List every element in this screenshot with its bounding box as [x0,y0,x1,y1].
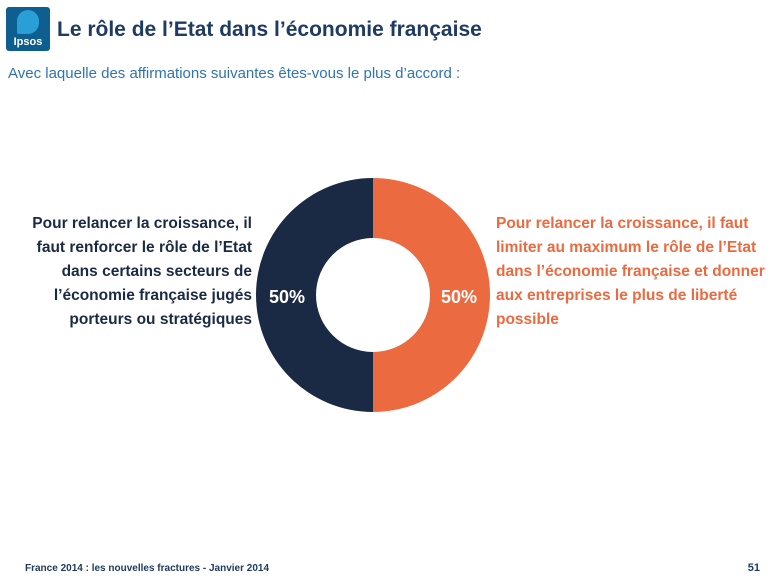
slice-label-left: Pour relancer la croissance, il faut ren… [32,215,252,328]
ipsos-logo: Ipsos [6,7,50,51]
value-label-right: 50% [441,287,477,307]
logo-icon [17,10,39,34]
donut-slice-right [373,178,490,412]
logo-text: Ipsos [13,36,43,48]
donut-slice-left [256,178,373,412]
page-title: Le rôle de l’Etat dans l’économie frança… [57,18,482,41]
question-subtitle: Avec laquelle des affirmations suivantes… [8,65,461,82]
value-label-left: 50% [269,287,305,307]
page-number: 51 [747,562,760,574]
footer-source: France 2014 : les nouvelles fractures - … [25,563,270,574]
slice-label-right: Pour relancer la croissance, il faut lim… [496,215,765,328]
